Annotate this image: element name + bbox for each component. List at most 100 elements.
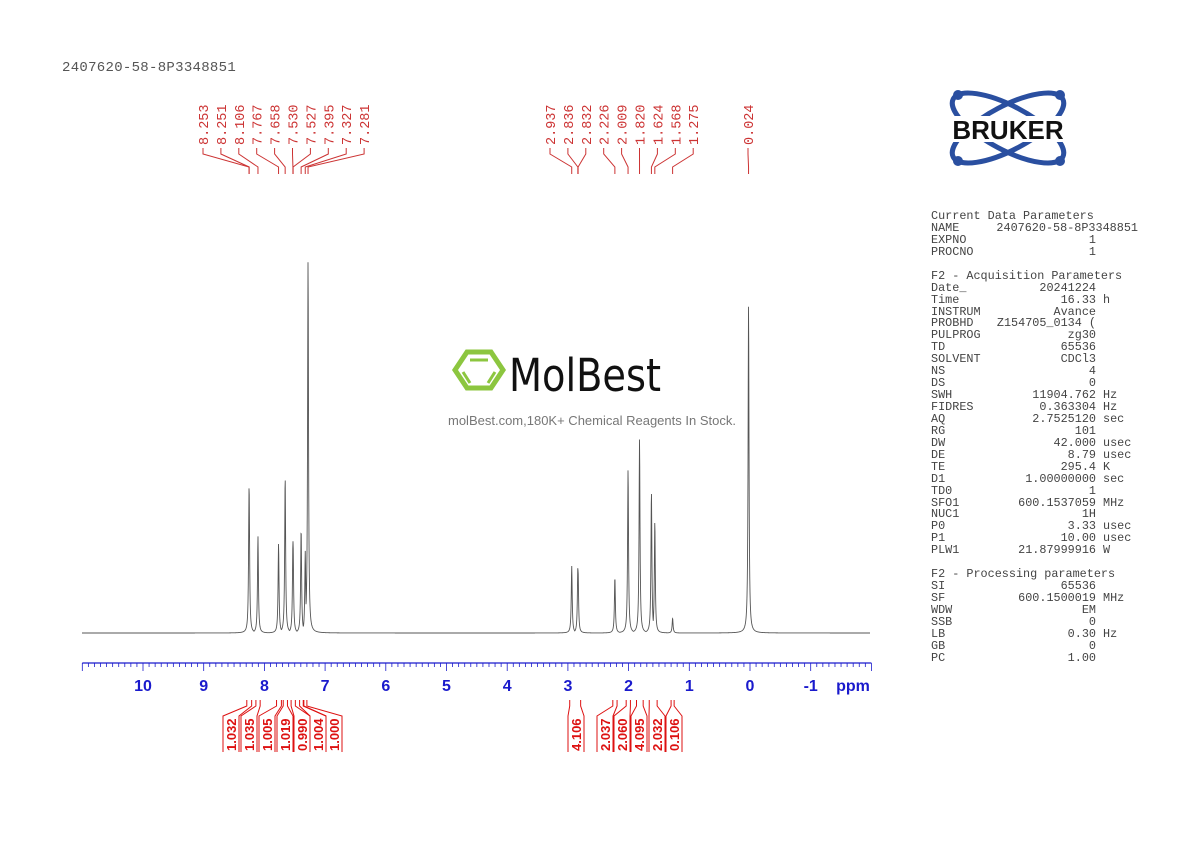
peak-label-connector [747,148,750,174]
peak-label: 7.327 [341,104,356,145]
peak-label: 2.836 [563,104,578,145]
param-row: INSTRUM Avance [931,306,1161,319]
x-tick-label: 5 [442,678,451,695]
param-value: 0.30 [1067,626,1096,641]
param-value: 0 [1088,376,1096,391]
peak-label: 7.658 [270,104,285,145]
param-row: DS 0 [931,376,1161,391]
param-label: EXPNO [931,232,967,247]
param-row: TE 295.4 K [931,459,1161,474]
param-row: DE 8.79 usec [931,447,1161,462]
integral-bracket-left [613,700,627,752]
param-row: NUC1 1H [931,507,1161,522]
x-tick-label: 9 [199,678,208,695]
param-value: 21.87999916 [1018,543,1096,558]
param-row: TD0 1 [931,483,1161,498]
param-value: 1.00 [1067,650,1096,665]
param-value: Z154705_0134 ( [996,316,1096,331]
param-unit: h [1103,292,1111,307]
param-value: 4 [1088,364,1096,379]
integral-bracket-left [276,700,284,752]
param-row: SFO1 600.1537059 MHz [931,495,1161,510]
param-label: Time [931,292,960,307]
parameters-panel: Current Data Parameters NAME 2407620-58-8P… [931,210,1161,665]
param-value: 2.7525120 [1032,411,1096,426]
molbest-logo-text: MolBest [509,349,661,402]
param-label: RG [931,423,946,438]
integral-bracket-right [306,700,343,752]
param-unit: K [1103,459,1111,474]
bruker-logo: BRUKER [925,90,1091,166]
param-value: 1H [1081,507,1096,522]
x-tick-label: 0 [746,678,755,695]
param-value: 1.00000000 [1025,471,1096,486]
peak-label-connector [256,148,280,174]
param-unit: sec [1103,411,1125,426]
peak-label: 2.937 [545,104,560,145]
param-label: TD [931,340,946,355]
peak-label-connector [672,148,694,174]
param-label: P1 [931,531,946,546]
param-label: TD0 [931,483,953,498]
param-label: PROBHD [931,316,974,331]
param-unit: W [1103,543,1111,558]
param-label: NS [931,364,946,379]
peak-label-connector [274,148,286,174]
param-unit: Hz [1103,400,1118,414]
param-label: D1 [931,471,946,486]
peak-label-connector [621,148,629,174]
param-unit: usec [1103,447,1132,462]
param-label: SOLVENT [931,352,981,367]
param-row: LB 0.30 Hz [931,626,1161,641]
param-label: SFO1 [931,495,960,510]
integral-bracket-left [240,700,257,752]
x-tick-label: 8 [260,678,269,695]
param-value: 2407620-58-8P3348851 [996,220,1138,235]
x-tick-label: -1 [804,678,818,695]
x-axis-label: ppm [836,678,870,695]
integral-bracket-left [258,700,278,752]
peak-label-connector [603,148,616,174]
molbest-watermark-logo: MolBest [451,349,661,402]
param-label: GB [931,638,946,653]
param-row: GB 0 [931,638,1161,653]
param-row: Time 16.33 h [931,292,1161,307]
integral-bracket-right [580,700,585,752]
integral-value: 0.106 [667,718,682,751]
spectrum-line [82,262,870,634]
param-label: SF [931,591,946,605]
param-row: D1 1.00000000 sec [931,471,1161,486]
param-value: 0.363304 [1039,400,1096,414]
param-row: SI 65536 [931,580,1161,593]
integral-bracket-right [612,700,618,752]
integral-bracket-left [299,700,311,752]
param-value: 65536 [1060,340,1096,355]
param-value: 16.33 [1060,292,1096,307]
param-value: 0 [1088,638,1096,653]
peak-label: 7.281 [359,104,374,145]
x-tick-label: 6 [381,678,390,695]
sample-title: 2407620-58-8P3348851 [62,60,237,76]
peak-label: 1.624 [652,104,667,145]
param-label: P0 [931,519,946,534]
param-value: 295.4 [1060,459,1096,474]
param-label: DS [931,376,946,391]
x-tick-label: 7 [321,678,330,695]
peak-label-connector [567,148,579,174]
param-row: EXPNO 1 [931,232,1161,247]
param-label: NUC1 [931,507,960,522]
param-row: PC 1.00 [931,650,1161,665]
bruker-logo-text: BRUKER [952,115,1063,145]
param-value: zg30 [1067,328,1096,343]
param-value: 1 [1088,244,1096,259]
param-row: SSB 0 [931,616,1161,629]
integral-bracket-left [303,700,327,752]
param-unit: usec [1103,519,1132,534]
integral-value: 1.035 [242,718,257,751]
integral-bracket-right [274,700,282,752]
param-heading: F2 - Acquisition Parameters [931,268,1123,283]
param-section-acquisition: F2 - Acquisition Parameters [931,268,1161,283]
param-row: DW 42.000 usec [931,437,1161,450]
integral-value: 2.060 [615,718,630,751]
